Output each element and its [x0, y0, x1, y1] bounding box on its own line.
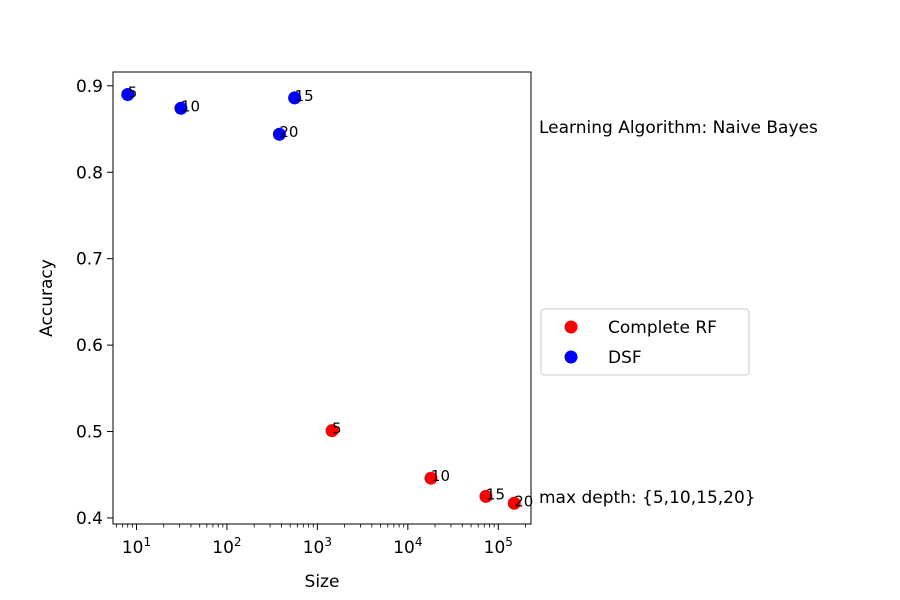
legend-box: [540, 308, 750, 376]
x-tick-label: 103: [303, 535, 332, 558]
legend-marker-complete-rf: [564, 320, 578, 334]
y-axis: 0.4 0.5 0.6 0.7 0.8 0.9: [76, 77, 113, 529]
plot-frame: [112, 71, 532, 525]
data-point-dsf: [121, 87, 135, 101]
point-label-dsf: 20: [279, 123, 298, 141]
data-point-dsf: [272, 127, 286, 141]
y-axis-label: Accuracy: [37, 259, 57, 337]
point-label-complete-rf: 5: [332, 420, 342, 438]
chart-marks: 5 10 15 20 5 10 15 20: [121, 83, 533, 510]
x-tick-label: 102: [212, 535, 241, 558]
x-axis: 101 102 103 104 105: [116, 524, 526, 558]
point-label-complete-rf: 20: [514, 492, 533, 510]
legend-marker-dsf: [564, 350, 578, 364]
point-label-dsf: 15: [295, 87, 314, 105]
point-label-complete-rf: 10: [431, 467, 450, 485]
y-tick-label: 0.8: [76, 163, 103, 183]
x-tick-label: 104: [393, 535, 422, 558]
legend: Complete RF DSF: [540, 308, 750, 376]
data-point-dsf: [174, 101, 188, 115]
legend-label-dsf: DSF: [608, 348, 642, 368]
point-label-dsf: 5: [128, 83, 138, 101]
y-tick-label: 0.5: [76, 423, 103, 443]
y-tick-label: 0.7: [76, 250, 103, 270]
data-point-complete-rf: [424, 471, 438, 485]
y-tick-label: 0.6: [76, 336, 103, 356]
x-tick-label: 105: [484, 535, 513, 558]
point-label-dsf: 10: [181, 97, 200, 115]
x-tick-label: 101: [122, 535, 151, 558]
data-point-complete-rf: [507, 496, 521, 510]
data-point-dsf: [288, 91, 302, 105]
data-point-complete-rf: [325, 424, 339, 438]
y-tick-label: 0.9: [76, 77, 103, 97]
legend-label-complete-rf: Complete RF: [608, 318, 717, 338]
x-axis-label: Size: [305, 572, 340, 592]
depth-annotation: max depth: {5,10,15,20}: [539, 488, 756, 508]
algorithm-annotation: Learning Algorithm: Naive Bayes: [539, 118, 818, 138]
point-label-complete-rf: 15: [486, 485, 505, 503]
data-point-complete-rf: [479, 489, 493, 503]
y-tick-label: 0.4: [76, 509, 103, 529]
